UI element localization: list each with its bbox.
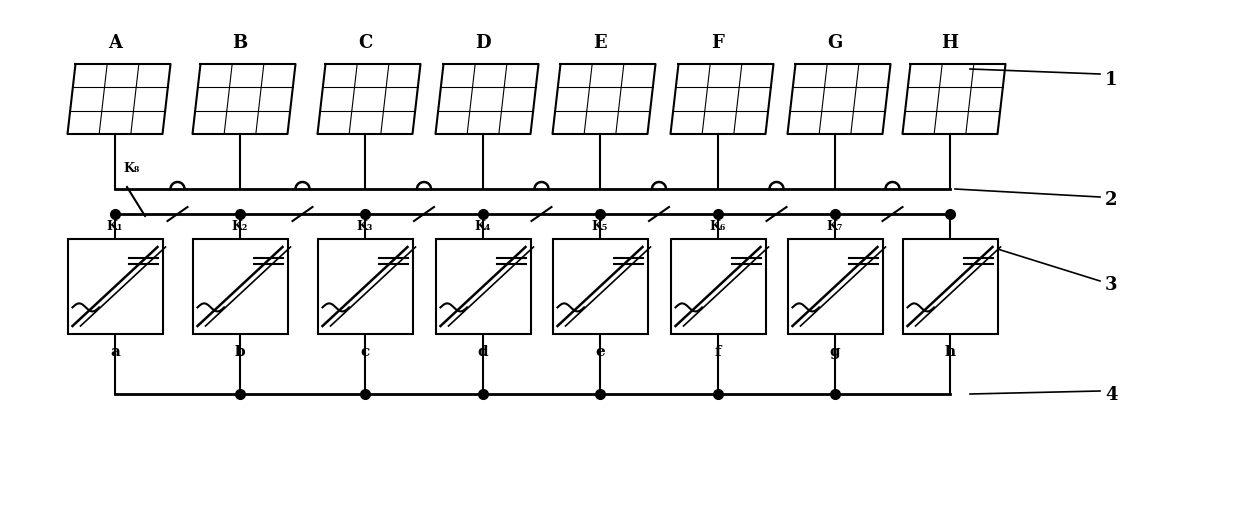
Text: g: g <box>830 344 841 358</box>
Text: B: B <box>232 34 248 52</box>
Text: G: G <box>827 34 843 52</box>
Bar <box>192 240 288 334</box>
Text: K₇: K₇ <box>827 219 843 233</box>
Text: c: c <box>361 344 370 358</box>
Text: K₂: K₂ <box>232 219 248 233</box>
Text: b: b <box>234 344 246 358</box>
Text: d: d <box>477 344 489 358</box>
Text: F: F <box>712 34 724 52</box>
Text: e: e <box>595 344 605 358</box>
Text: E: E <box>593 34 606 52</box>
Bar <box>67 240 162 334</box>
Bar <box>671 240 765 334</box>
Text: h: h <box>945 344 956 358</box>
Text: 4: 4 <box>1105 385 1117 403</box>
Text: A: A <box>108 34 122 52</box>
Text: 2: 2 <box>1105 191 1117 209</box>
Text: K₅: K₅ <box>591 219 608 233</box>
Text: H: H <box>941 34 959 52</box>
Text: K₁: K₁ <box>107 219 123 233</box>
Bar <box>435 240 531 334</box>
Text: K₄: K₄ <box>475 219 491 233</box>
Text: 1: 1 <box>1105 71 1117 89</box>
Text: K₃: K₃ <box>357 219 373 233</box>
Bar <box>787 240 883 334</box>
Text: K₆: K₆ <box>709 219 727 233</box>
Text: a: a <box>110 344 120 358</box>
Text: D: D <box>475 34 491 52</box>
Text: 3: 3 <box>1105 275 1117 293</box>
Text: C: C <box>358 34 372 52</box>
Bar <box>903 240 997 334</box>
Bar <box>317 240 413 334</box>
Bar <box>553 240 647 334</box>
Text: K₈: K₈ <box>123 161 139 174</box>
Text: f: f <box>714 344 722 358</box>
